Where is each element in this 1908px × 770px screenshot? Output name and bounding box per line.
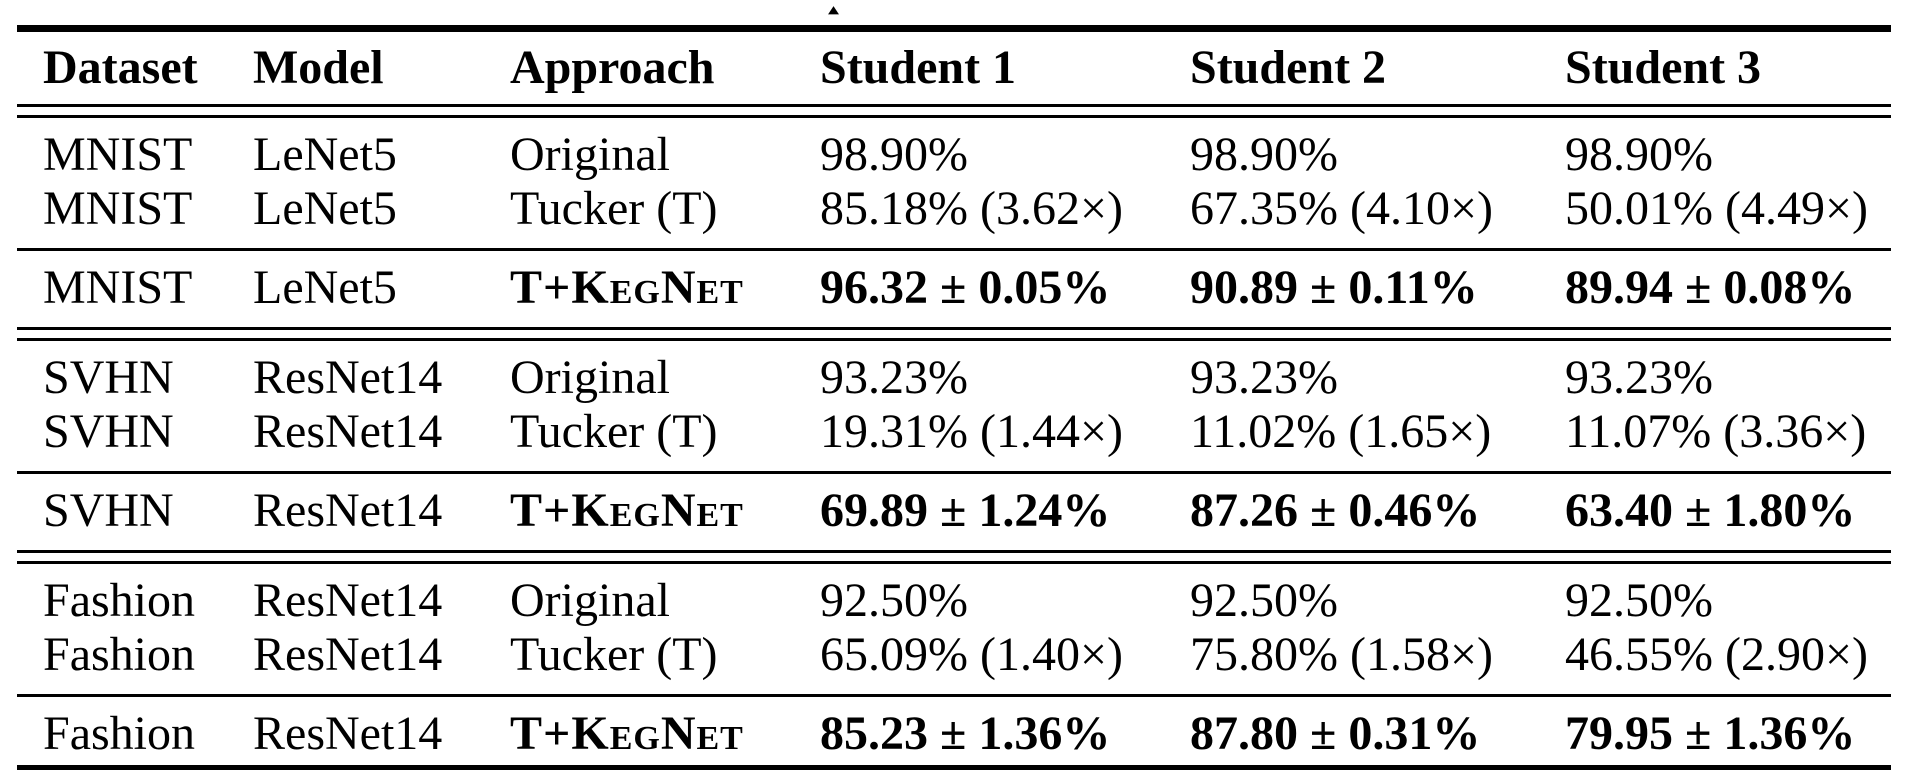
table-row: SVHN ResNet14 T+KegNet 69.89 ± 1.24% 87.… — [0, 484, 1908, 538]
cell-model: ResNet14 — [253, 574, 443, 627]
cell-student1: 85.23 ± 1.36% — [820, 707, 1111, 760]
table-row: MNIST LeNet5 T+KegNet 96.32 ± 0.05% 90.8… — [0, 261, 1908, 315]
cell-student2: 92.50% — [1190, 574, 1338, 627]
cell-dataset: SVHN — [43, 484, 174, 537]
table-row: SVHN ResNet14 Tucker (T) 19.31% (1.44×) … — [0, 405, 1908, 459]
cell-model: ResNet14 — [253, 351, 443, 404]
cell-student3: 50.01% (4.49×) — [1565, 182, 1869, 235]
table-row: MNIST LeNet5 Tucker (T) 85.18% (3.62×) 6… — [0, 182, 1908, 236]
cell-dataset: Fashion — [43, 574, 196, 627]
section-separator-double-rule — [17, 550, 1891, 564]
fashion-kegnet-group: Fashion ResNet14 T+KegNet 85.23 ± 1.36% … — [0, 697, 1908, 765]
cell-student3: 79.95 ± 1.36% — [1565, 707, 1856, 760]
cell-student1: 92.50% — [820, 574, 968, 627]
cell-dataset: MNIST — [43, 261, 193, 314]
cell-model: LeNet5 — [253, 182, 397, 235]
cell-student1: 85.18% (3.62×) — [820, 182, 1124, 235]
fashion-baseline-group: Fashion ResNet14 Original 92.50% 92.50% … — [0, 564, 1908, 694]
cell-student2: 98.90% — [1190, 128, 1338, 181]
cell-student1: 93.23% — [820, 351, 968, 404]
cell-student2: 90.89 ± 0.11% — [1190, 261, 1478, 314]
caret-artifact-icon: ▴ — [828, 0, 840, 18]
section-inner-rule — [17, 248, 1891, 251]
section-separator-double-rule — [17, 327, 1891, 341]
cell-approach: Tucker (T) — [510, 405, 718, 458]
cell-student2: 87.80 ± 0.31% — [1190, 707, 1481, 760]
section-inner-rule — [17, 471, 1891, 474]
col-header-dataset: Dataset — [43, 41, 198, 94]
svhn-baseline-group: SVHN ResNet14 Original 93.23% 93.23% 93.… — [0, 341, 1908, 471]
cell-approach: Tucker (T) — [510, 628, 718, 681]
table-row: MNIST LeNet5 Original 98.90% 98.90% 98.9… — [0, 128, 1908, 182]
cell-approach: T+KegNet — [510, 261, 744, 314]
cell-dataset: SVHN — [43, 405, 174, 458]
col-header-student2: Student 2 — [1190, 41, 1387, 94]
cell-approach: T+KegNet — [510, 707, 744, 760]
cell-student2: 11.02% (1.65×) — [1190, 405, 1492, 458]
cell-student1: 98.90% — [820, 128, 968, 181]
col-header-student1: Student 1 — [820, 41, 1017, 94]
table-bottom-rule — [17, 765, 1891, 770]
section-inner-rule — [17, 694, 1891, 697]
header-separator-double-rule — [17, 104, 1891, 118]
cell-student3: 92.50% — [1565, 574, 1713, 627]
cell-approach: Original — [510, 128, 670, 181]
cell-student2: 87.26 ± 0.46% — [1190, 484, 1481, 537]
cell-student3: 46.55% (2.90×) — [1565, 628, 1869, 681]
mnist-baseline-group: MNIST LeNet5 Original 98.90% 98.90% 98.9… — [0, 118, 1908, 248]
cell-approach: Original — [510, 351, 670, 404]
cell-student1: 69.89 ± 1.24% — [820, 484, 1111, 537]
cell-model: ResNet14 — [253, 628, 443, 681]
cell-student3: 89.94 ± 0.08% — [1565, 261, 1856, 314]
cell-model: ResNet14 — [253, 484, 443, 537]
cell-approach: Tucker (T) — [510, 182, 718, 235]
svhn-kegnet-group: SVHN ResNet14 T+KegNet 69.89 ± 1.24% 87.… — [0, 474, 1908, 550]
table-row: Fashion ResNet14 T+KegNet 85.23 ± 1.36% … — [0, 707, 1908, 761]
cell-student3: 11.07% (3.36×) — [1565, 405, 1867, 458]
cell-student3: 98.90% — [1565, 128, 1713, 181]
cell-model: ResNet14 — [253, 707, 443, 760]
cell-approach: T+KegNet — [510, 484, 744, 537]
cell-student1: 96.32 ± 0.05% — [820, 261, 1111, 314]
cell-dataset: MNIST — [43, 182, 193, 235]
table-row: Fashion ResNet14 Tucker (T) 65.09% (1.40… — [0, 628, 1908, 682]
col-header-model: Model — [253, 41, 384, 94]
cell-student3: 63.40 ± 1.80% — [1565, 484, 1856, 537]
table-row: SVHN ResNet14 Original 93.23% 93.23% 93.… — [0, 351, 1908, 405]
cell-model: LeNet5 — [253, 261, 397, 314]
cell-approach: Original — [510, 574, 670, 627]
cell-student2: 93.23% — [1190, 351, 1338, 404]
cell-dataset: Fashion — [43, 707, 196, 760]
cell-model: LeNet5 — [253, 128, 397, 181]
cell-student3: 93.23% — [1565, 351, 1713, 404]
table-top-rule — [17, 25, 1891, 32]
col-header-approach: Approach — [510, 41, 715, 94]
top-margin — [0, 0, 1908, 25]
table-header-row: Dataset Model Approach Student 1 Student… — [0, 32, 1908, 104]
cell-student1: 65.09% (1.40×) — [820, 628, 1124, 681]
table-row: Fashion ResNet14 Original 92.50% 92.50% … — [0, 574, 1908, 628]
mnist-kegnet-group: MNIST LeNet5 T+KegNet 96.32 ± 0.05% 90.8… — [0, 251, 1908, 327]
cell-model: ResNet14 — [253, 405, 443, 458]
cell-student2: 67.35% (4.10×) — [1190, 182, 1494, 235]
col-header-student3: Student 3 — [1565, 41, 1762, 94]
cell-dataset: SVHN — [43, 351, 174, 404]
cell-dataset: Fashion — [43, 628, 196, 681]
cell-dataset: MNIST — [43, 128, 193, 181]
cell-student2: 75.80% (1.58×) — [1190, 628, 1494, 681]
cell-student1: 19.31% (1.44×) — [820, 405, 1124, 458]
